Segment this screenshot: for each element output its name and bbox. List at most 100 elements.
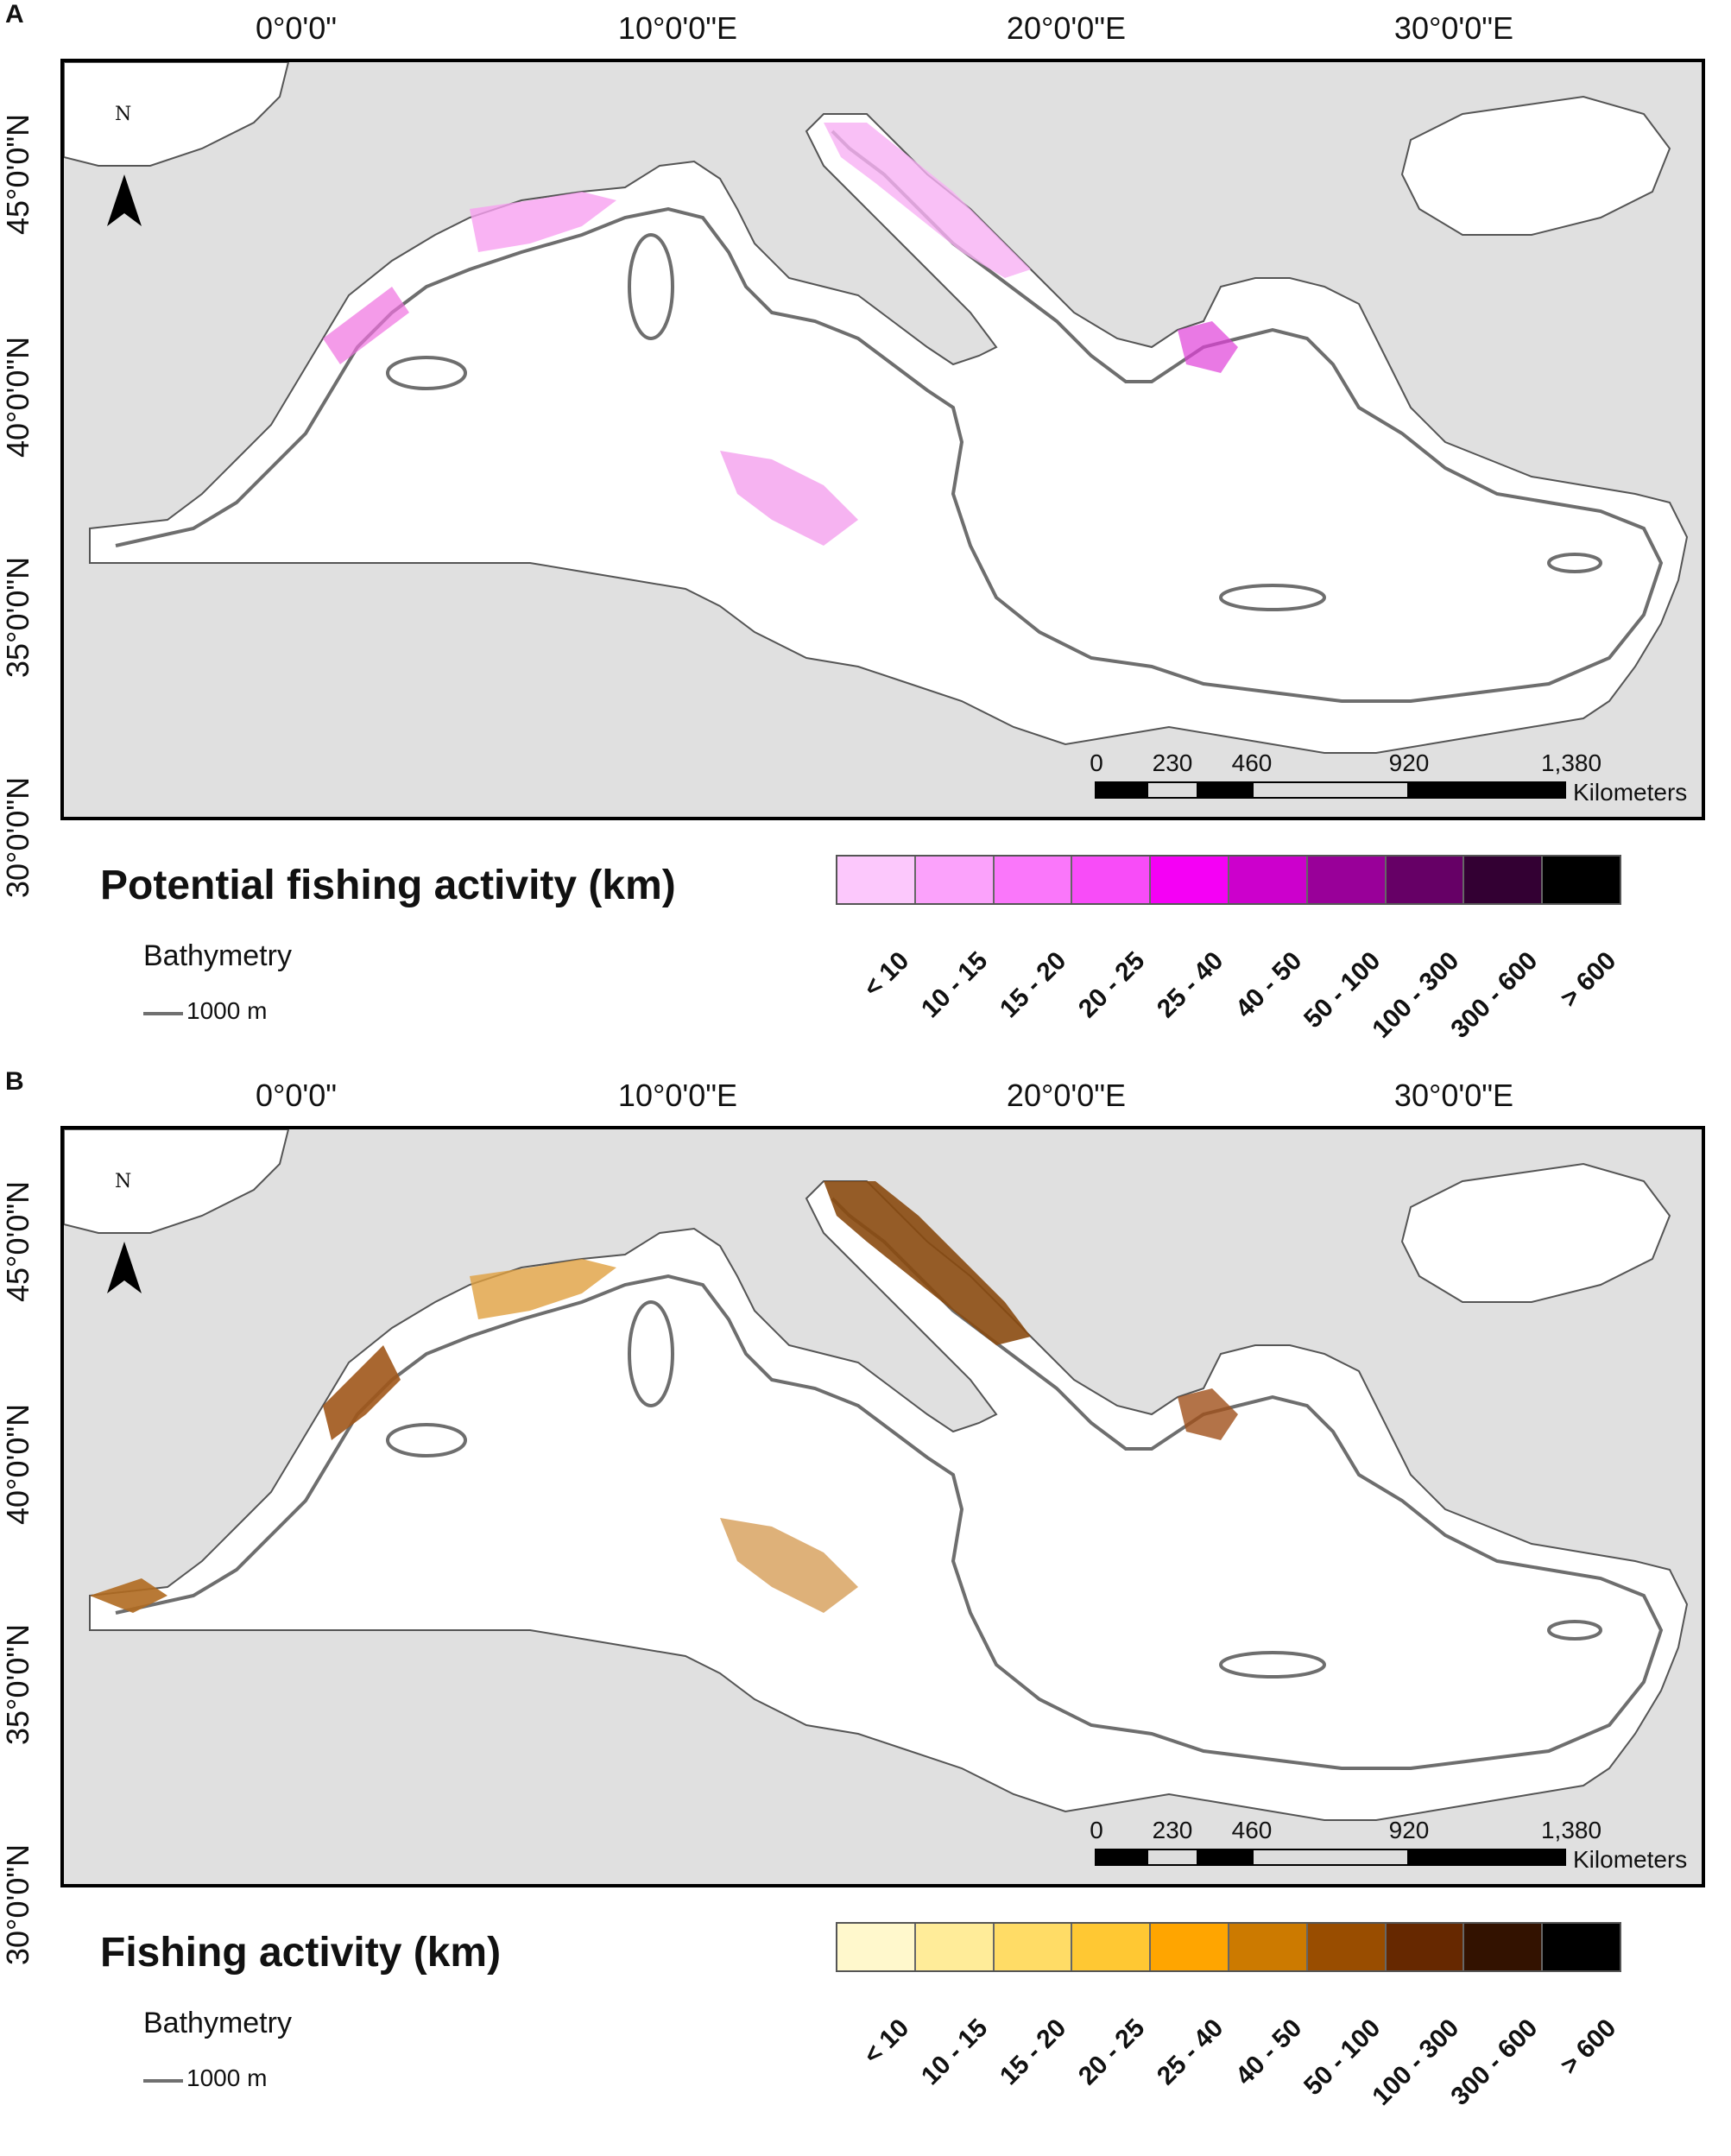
longitude-label: 20°0'0"E — [1006, 1078, 1127, 1113]
bathymetry-line-icon — [143, 1012, 183, 1015]
legend-swatch — [915, 1924, 995, 1970]
legend-swatch — [1151, 1924, 1229, 1970]
bathymetry-title: Bathymetry — [143, 939, 292, 972]
scale-segment — [1252, 1849, 1409, 1866]
latitude-label: 30°0'0"N — [0, 1843, 35, 1965]
scale-bar — [1095, 781, 1578, 800]
scale-tick-label: 230 — [1152, 749, 1193, 776]
legend-swatch — [837, 857, 916, 903]
scale-segment — [1147, 1849, 1198, 1866]
legend-title: Fishing activity (km) — [100, 1930, 502, 1976]
legend-swatch — [1229, 1924, 1308, 1970]
scale-tick-label: 920 — [1388, 1817, 1430, 1843]
panel-a: A 0°0'0" 10°0'0"E 20°0'0"E 30°0'0"E 45°0… — [0, 0, 1731, 1067]
map-frame: N — [60, 59, 1705, 820]
bathymetry-title: Bathymetry — [143, 2007, 292, 2039]
legend-swatch — [1072, 1924, 1152, 1970]
legend-swatch — [1072, 857, 1152, 903]
island-balearic — [386, 356, 467, 390]
scale-segment — [1409, 781, 1566, 799]
latitude-label: 40°0'0"N — [0, 336, 35, 458]
map-frame: N — [60, 1126, 1705, 1887]
black-sea — [1400, 95, 1671, 236]
legend-swatch — [915, 857, 995, 903]
bathymetry-label: 1000 m — [186, 997, 268, 1024]
scale-segment — [1198, 1849, 1252, 1866]
longitude-label: 0°0'0" — [255, 1078, 338, 1113]
legend-swatch — [1543, 857, 1620, 903]
scale-segment — [1095, 1849, 1147, 1866]
latitude-label: 35°0'0"N — [0, 556, 35, 678]
longitude-label: 10°0'0"E — [617, 1078, 738, 1113]
activity-shading — [720, 1518, 858, 1613]
map-svg — [64, 62, 1689, 754]
scale-unit: Kilometers — [1573, 779, 1688, 806]
scale-bar — [1095, 1849, 1578, 1868]
latitude-label: 45°0'0"N — [0, 1180, 35, 1302]
scale-tick-label: 460 — [1231, 749, 1273, 776]
legend-swatch — [1307, 1924, 1387, 1970]
activity-shading — [824, 123, 1031, 278]
activity-shading — [470, 192, 616, 252]
north-label: N — [115, 104, 132, 125]
activity-shading — [1178, 1388, 1238, 1440]
latitude-label: 40°0'0"N — [0, 1403, 35, 1525]
scale-tick-label: 0 — [1090, 749, 1103, 776]
longitude-label: 30°0'0"E — [1393, 1078, 1514, 1113]
scale-tick-label: 230 — [1152, 1817, 1193, 1843]
scale-segment — [1198, 781, 1252, 799]
scale-segment — [1409, 1849, 1566, 1866]
panel-letter: A — [5, 0, 24, 28]
latitude-label: 30°0'0"N — [0, 776, 35, 898]
bathymetry-contour — [115, 1197, 1664, 1770]
black-sea — [1400, 1162, 1671, 1303]
atlantic-area — [64, 62, 290, 167]
scale-tick-label: 460 — [1231, 1817, 1273, 1843]
north-label: N — [115, 1171, 132, 1192]
scale-unit: Kilometers — [1573, 1846, 1688, 1873]
island-cyprus — [1547, 553, 1602, 573]
scale-segment — [1095, 781, 1147, 799]
island-cyprus — [1547, 1620, 1602, 1641]
activity-shading — [470, 1259, 616, 1319]
activity-shading — [323, 1345, 401, 1440]
legend-swatch — [837, 1924, 916, 1970]
scale-segment — [1147, 781, 1198, 799]
longitude-label: 0°0'0" — [255, 10, 338, 46]
activity-shading — [720, 451, 858, 546]
longitude-label: 10°0'0"E — [617, 10, 738, 46]
island-sardinia — [628, 233, 674, 340]
scale-tick-label: 920 — [1388, 749, 1430, 776]
longitude-label: 20°0'0"E — [1006, 10, 1127, 46]
legend-swatch — [1229, 857, 1308, 903]
north-arrow-icon — [107, 1242, 142, 1293]
legend-swatch — [1464, 1924, 1544, 1970]
activity-shading — [90, 1578, 167, 1613]
atlantic-area — [64, 1129, 290, 1234]
map-svg — [64, 1129, 1689, 1821]
colorbar — [836, 855, 1621, 905]
north-arrow-icon — [107, 174, 142, 226]
legend-category-label: < 10 — [858, 2014, 915, 2071]
panel-letter: B — [5, 1067, 24, 1096]
activity-shading — [824, 1181, 1031, 1345]
legend-swatch — [994, 1924, 1073, 1970]
legend-swatch — [1386, 1924, 1465, 1970]
legend-swatch — [994, 857, 1073, 903]
latitude-label: 35°0'0"N — [0, 1623, 35, 1745]
bathymetry-line-icon — [143, 2079, 183, 2083]
island-crete — [1219, 584, 1326, 611]
scale-tick-label: 0 — [1090, 1817, 1103, 1843]
scale-tick-label: 1,380 — [1540, 1817, 1602, 1843]
legend-title: Potential fishing activity (km) — [100, 863, 676, 908]
panel-b: B 0°0'0" 10°0'0"E 20°0'0"E 30°0'0"E 45°0… — [0, 1067, 1731, 2134]
island-sardinia — [628, 1300, 674, 1407]
activity-shading — [323, 287, 409, 364]
colorbar — [836, 1922, 1621, 1972]
legend-swatch — [1543, 1924, 1620, 1970]
bathymetry-label: 1000 m — [186, 2064, 268, 2091]
legend-swatch — [1151, 857, 1229, 903]
longitude-label: 30°0'0"E — [1393, 10, 1514, 46]
bathymetry-contour — [115, 130, 1664, 703]
activity-shading — [1178, 321, 1238, 373]
